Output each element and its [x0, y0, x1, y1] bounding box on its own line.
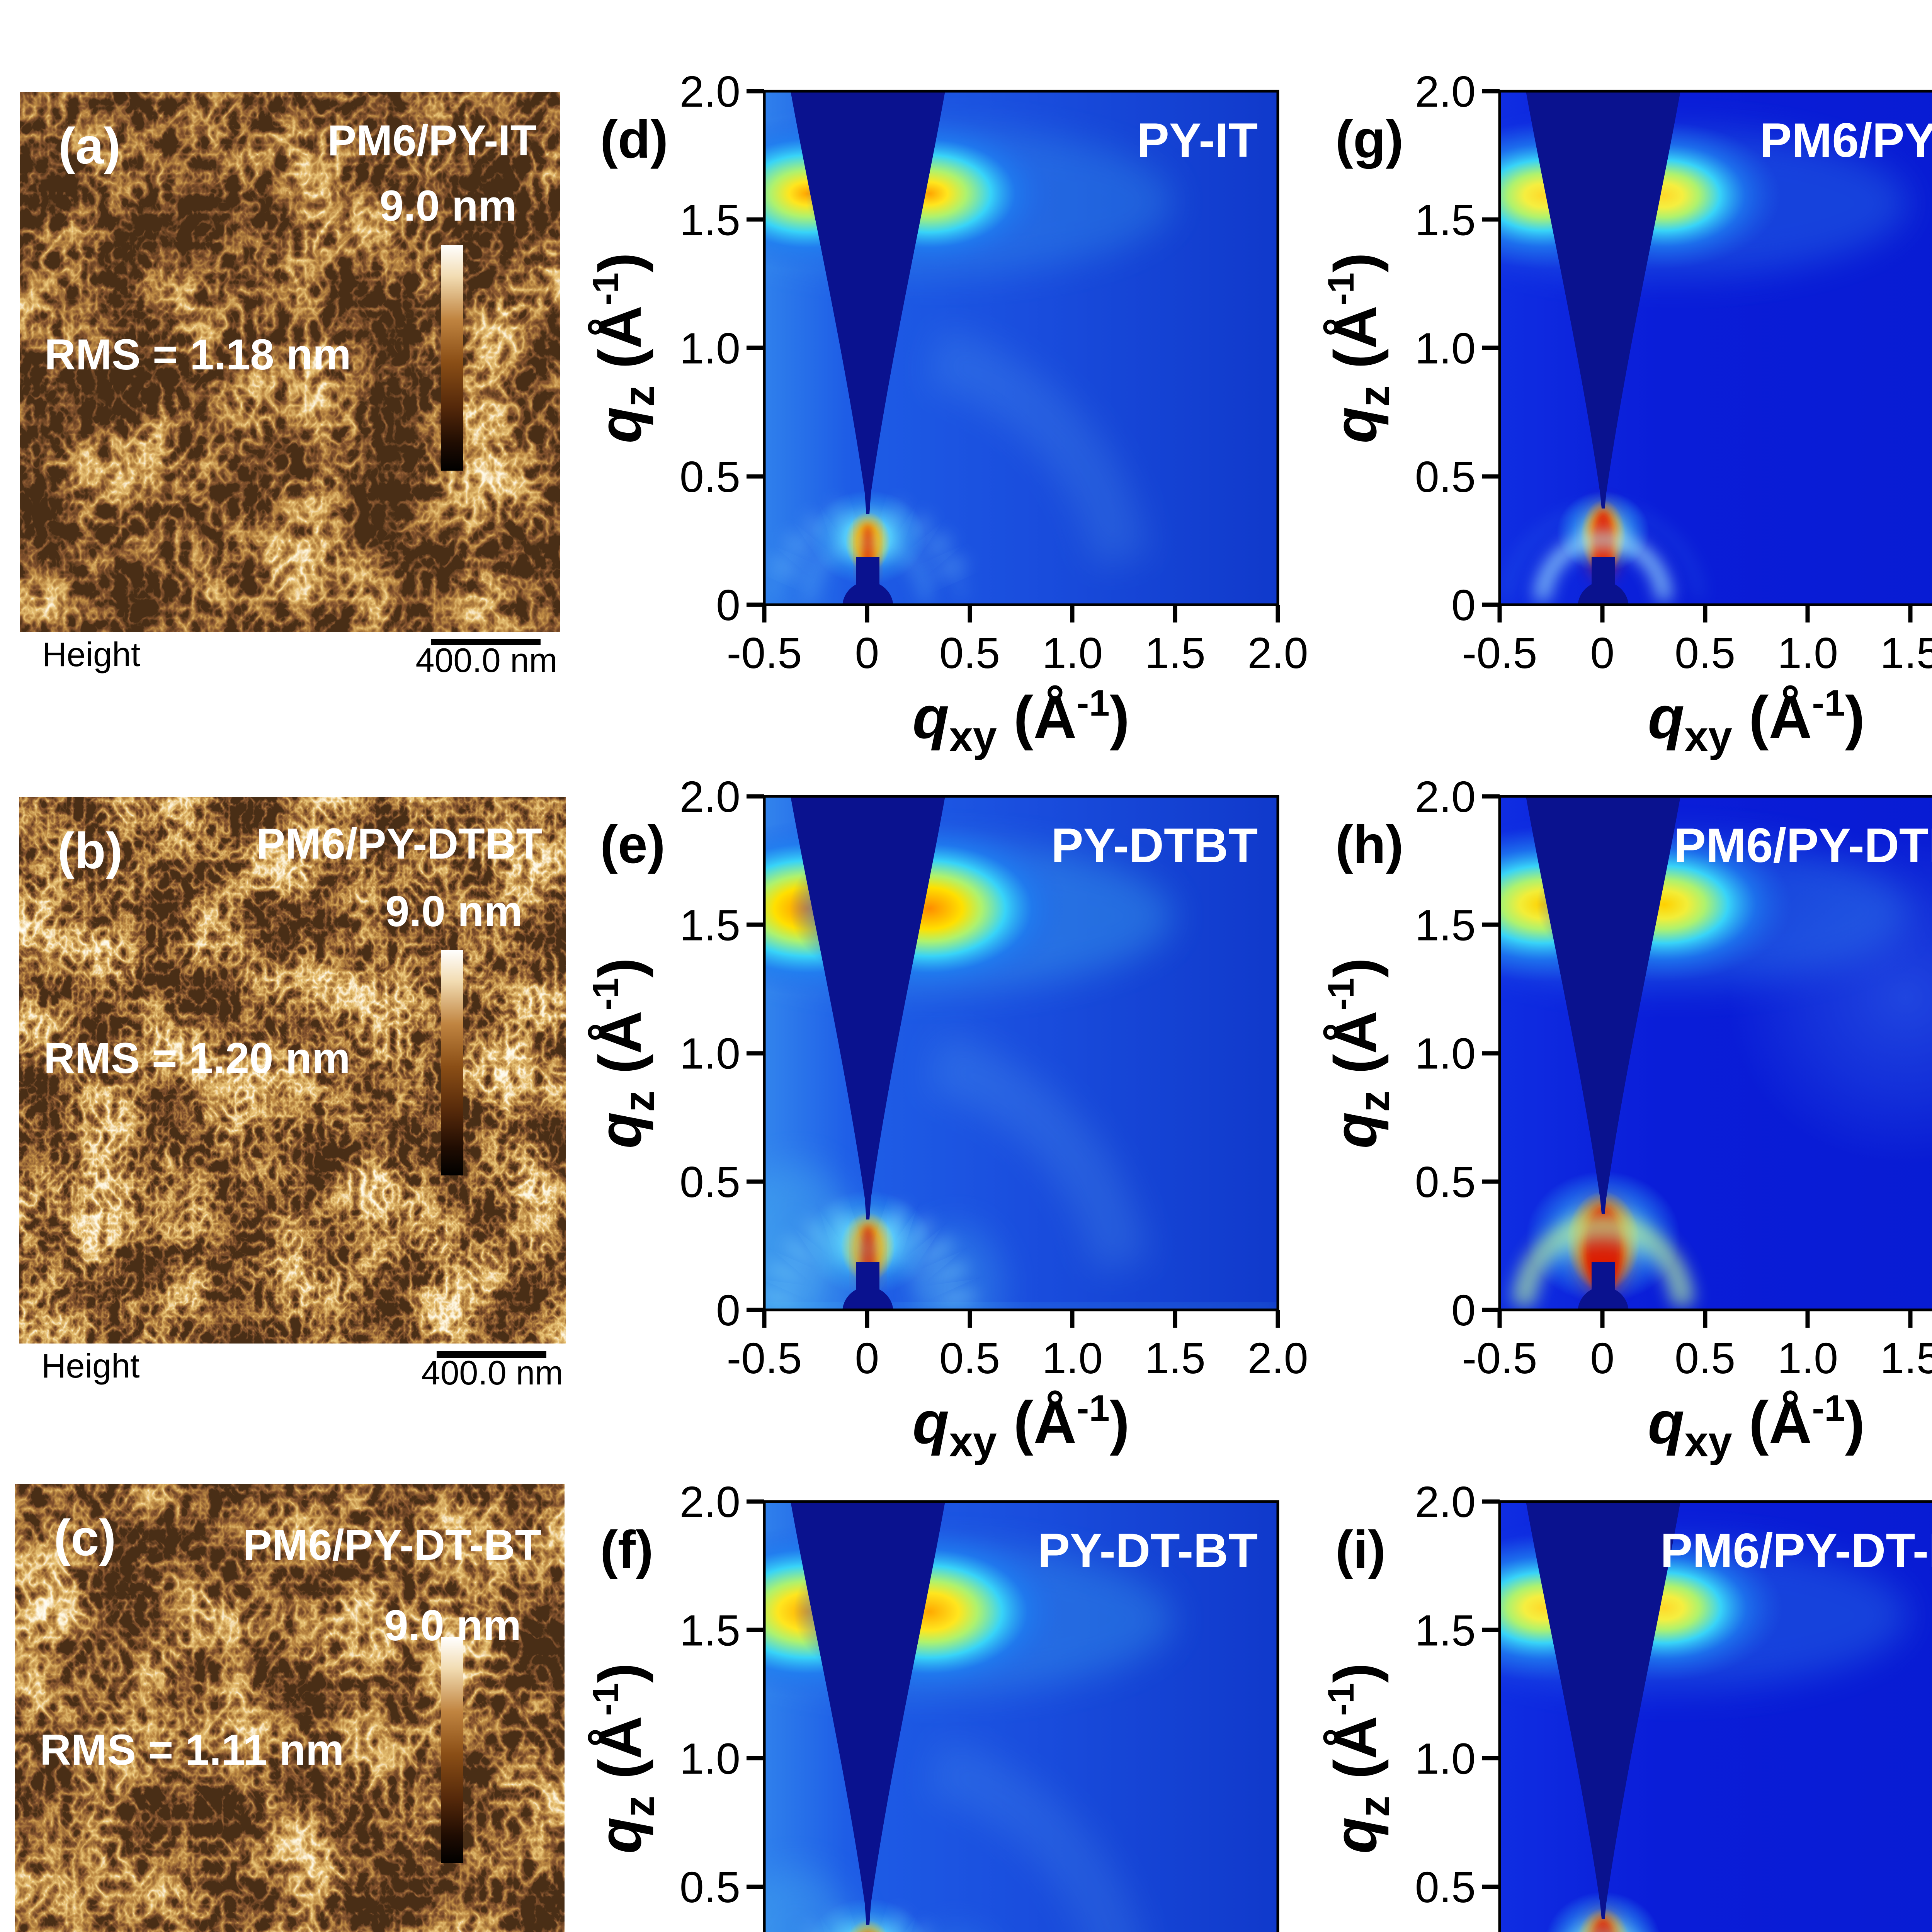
svg-text:2.0: 2.0	[1415, 1478, 1476, 1526]
svg-text:2.0: 2.0	[680, 67, 740, 116]
svg-text:2.0: 2.0	[680, 772, 740, 821]
svg-text:1.5: 1.5	[1880, 1334, 1932, 1383]
svg-text:PM6/PY-DT-BT: PM6/PY-DT-BT	[243, 1521, 541, 1569]
svg-text:400.0 nm: 400.0 nm	[416, 641, 558, 679]
svg-text:0.5: 0.5	[1415, 1863, 1476, 1912]
svg-text:0: 0	[1451, 581, 1476, 629]
svg-text:-0.5: -0.5	[727, 629, 802, 677]
svg-text:(e): (e)	[600, 815, 665, 874]
svg-text:(f): (f)	[600, 1520, 653, 1580]
svg-text:1.0: 1.0	[1042, 1334, 1103, 1383]
svg-text:(c): (c)	[54, 1509, 116, 1566]
svg-text:1.0: 1.0	[1415, 324, 1476, 373]
svg-text:0: 0	[855, 629, 879, 677]
svg-text:1.0: 1.0	[1415, 1735, 1476, 1783]
svg-text:0: 0	[1590, 1334, 1614, 1383]
svg-text:0: 0	[855, 1334, 879, 1383]
svg-text:qxy (Å-1): qxy (Å-1)	[913, 1388, 1130, 1466]
svg-text:0.5: 0.5	[1415, 452, 1476, 501]
svg-text:0.5: 0.5	[1415, 1158, 1476, 1206]
svg-text:RMS = 1.20 nm: RMS = 1.20 nm	[44, 1034, 350, 1082]
svg-text:0: 0	[1590, 629, 1614, 677]
svg-text:1.0: 1.0	[680, 1735, 740, 1783]
svg-text:400.0 nm: 400.0 nm	[422, 1354, 563, 1392]
svg-text:1.5: 1.5	[1415, 1606, 1476, 1655]
svg-text:(a): (a)	[58, 117, 121, 174]
svg-text:(h): (h)	[1335, 815, 1403, 874]
svg-text:qxy (Å-1): qxy (Å-1)	[1648, 682, 1865, 760]
svg-text:PM6/PY-DTBT: PM6/PY-DTBT	[256, 820, 543, 868]
svg-text:Height: Height	[41, 1347, 139, 1385]
svg-text:1.5: 1.5	[1415, 901, 1476, 949]
svg-text:2.0: 2.0	[1247, 1334, 1308, 1383]
svg-text:(b): (b)	[58, 822, 123, 879]
svg-text:-0.5: -0.5	[1462, 1334, 1537, 1383]
svg-text:qxy (Å-1): qxy (Å-1)	[913, 682, 1130, 760]
svg-text:9.0 nm: 9.0 nm	[379, 182, 517, 230]
svg-text:1.0: 1.0	[1042, 629, 1103, 677]
svg-text:PM6/PY-DTBT: PM6/PY-DTBT	[1674, 819, 1932, 872]
svg-text:1.0: 1.0	[1415, 1029, 1476, 1078]
svg-text:PY-DTBT: PY-DTBT	[1051, 819, 1258, 872]
svg-text:RMS = 1.18 nm: RMS = 1.18 nm	[44, 330, 351, 379]
svg-text:Height: Height	[42, 635, 140, 673]
svg-text:qz (Å-1): qz (Å-1)	[585, 958, 663, 1149]
svg-text:qz (Å-1): qz (Å-1)	[1320, 958, 1398, 1149]
svg-text:0: 0	[716, 1286, 740, 1335]
svg-text:2.0: 2.0	[680, 1478, 740, 1526]
svg-text:-0.5: -0.5	[1462, 629, 1537, 677]
svg-text:PM6/PY-IT: PM6/PY-IT	[328, 116, 537, 165]
svg-text:0.5: 0.5	[939, 1334, 1000, 1383]
svg-text:1.5: 1.5	[1415, 196, 1476, 244]
svg-text:0.5: 0.5	[680, 452, 740, 501]
svg-text:1.0: 1.0	[1777, 629, 1838, 677]
svg-text:RMS = 1.11 nm: RMS = 1.11 nm	[40, 1726, 344, 1774]
svg-text:1.0: 1.0	[680, 324, 740, 373]
svg-text:0.5: 0.5	[680, 1863, 740, 1912]
svg-text:PM6/PY-IT: PM6/PY-IT	[1760, 114, 1932, 167]
svg-text:1.5: 1.5	[680, 1606, 740, 1655]
svg-text:PY-DT-BT: PY-DT-BT	[1038, 1524, 1258, 1578]
svg-text:(i): (i)	[1335, 1520, 1386, 1580]
svg-text:2.0: 2.0	[1415, 67, 1476, 116]
svg-text:1.5: 1.5	[1880, 629, 1932, 677]
svg-text:0.5: 0.5	[1675, 1334, 1735, 1383]
svg-text:PY-IT: PY-IT	[1137, 114, 1258, 167]
svg-text:1.5: 1.5	[680, 196, 740, 244]
svg-text:qz (Å-1): qz (Å-1)	[585, 253, 663, 444]
svg-text:PM6/PY-DT-BT: PM6/PY-DT-BT	[1660, 1524, 1932, 1578]
svg-text:qz (Å-1): qz (Å-1)	[1320, 1663, 1398, 1854]
svg-text:0: 0	[1451, 1286, 1476, 1335]
svg-text:0.5: 0.5	[939, 629, 1000, 677]
svg-text:2.0: 2.0	[1415, 772, 1476, 821]
svg-text:0.5: 0.5	[680, 1158, 740, 1206]
svg-text:1.0: 1.0	[680, 1029, 740, 1078]
svg-text:0.5: 0.5	[1675, 629, 1735, 677]
svg-text:1.5: 1.5	[1145, 629, 1206, 677]
svg-text:qz (Å-1): qz (Å-1)	[585, 1663, 663, 1854]
svg-text:qz (Å-1): qz (Å-1)	[1320, 253, 1398, 444]
svg-text:qxy (Å-1): qxy (Å-1)	[1648, 1388, 1865, 1466]
svg-text:(g): (g)	[1335, 110, 1403, 169]
svg-text:2.0: 2.0	[1247, 629, 1308, 677]
svg-text:1.5: 1.5	[1145, 1334, 1206, 1383]
svg-text:1.5: 1.5	[680, 901, 740, 949]
svg-text:1.0: 1.0	[1777, 1334, 1838, 1383]
svg-text:-0.5: -0.5	[727, 1334, 802, 1383]
svg-text:0: 0	[716, 581, 740, 629]
svg-text:(d): (d)	[600, 110, 668, 169]
svg-text:9.0 nm: 9.0 nm	[384, 1601, 521, 1650]
svg-text:9.0 nm: 9.0 nm	[385, 887, 522, 935]
